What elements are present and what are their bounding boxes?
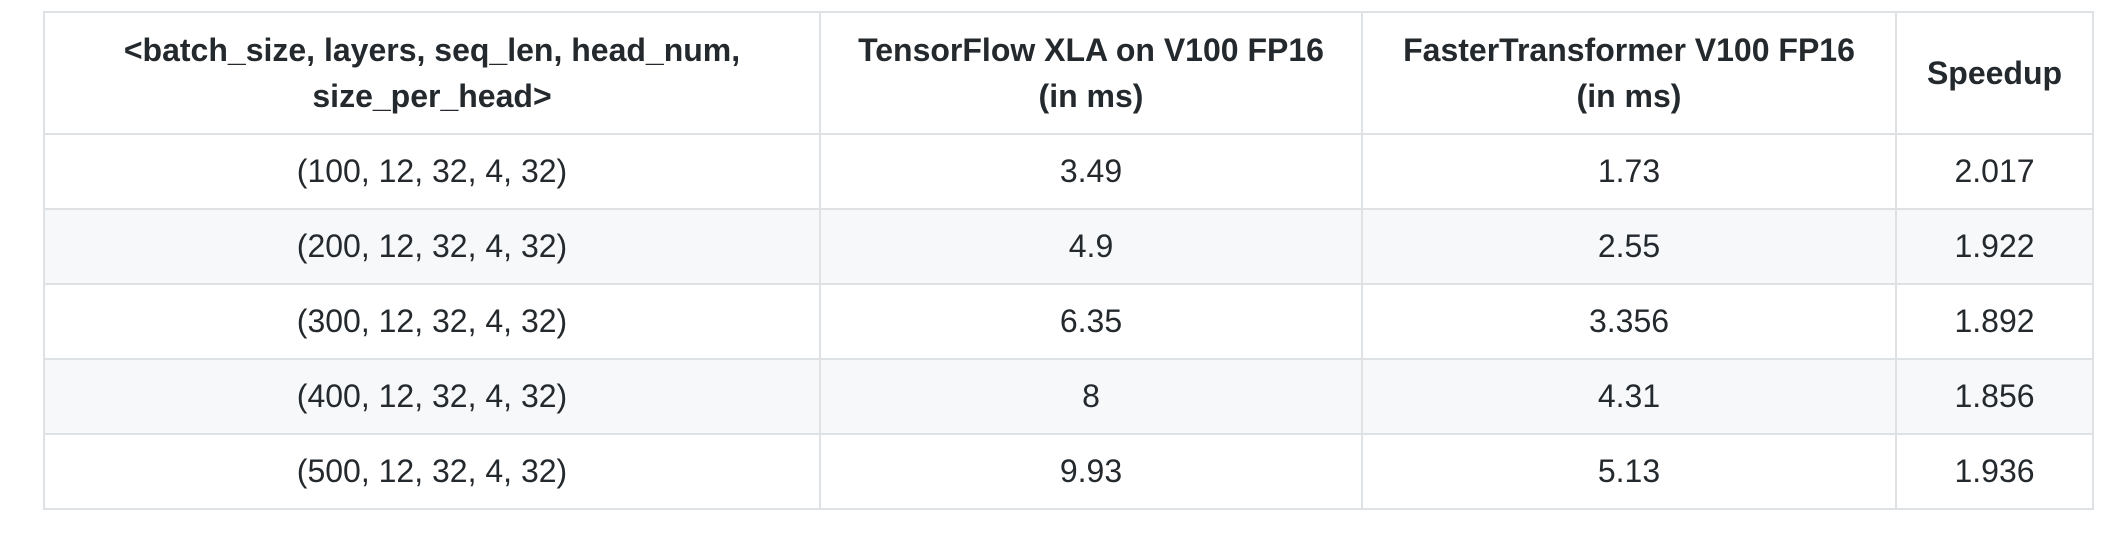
cell-config: (300, 12, 32, 4, 32) — [43, 283, 821, 360]
header-config-line2: size_per_head> — [312, 78, 552, 114]
cell-fastertransformer-ms: 2.55 — [1361, 208, 1897, 285]
header-config: <batch_size, layers, seq_len, head_num, … — [43, 11, 821, 135]
table-body: (100, 12, 32, 4, 32) 3.49 1.73 2.017 (20… — [43, 133, 2094, 510]
header-fastertransformer: FasterTransformer V100 FP16 (in ms) — [1361, 11, 1897, 135]
cell-speedup: 1.936 — [1895, 433, 2094, 510]
benchmark-table: <batch_size, layers, seq_len, head_num, … — [43, 11, 2094, 510]
table-row: (100, 12, 32, 4, 32) 3.49 1.73 2.017 — [43, 133, 2094, 210]
table-row: (300, 12, 32, 4, 32) 6.35 3.356 1.892 — [43, 283, 2094, 360]
table-header: <batch_size, layers, seq_len, head_num, … — [43, 11, 2094, 135]
cell-config: (500, 12, 32, 4, 32) — [43, 433, 821, 510]
cell-config: (100, 12, 32, 4, 32) — [43, 133, 821, 210]
cell-fastertransformer-ms: 3.356 — [1361, 283, 1897, 360]
cell-speedup: 2.017 — [1895, 133, 2094, 210]
cell-speedup: 1.892 — [1895, 283, 2094, 360]
cell-tensorflow-ms: 4.9 — [819, 208, 1363, 285]
header-tensorflow-line1: TensorFlow XLA on V100 FP16 — [858, 32, 1324, 68]
cell-tensorflow-ms: 9.93 — [819, 433, 1363, 510]
header-fastertransformer-line1: FasterTransformer V100 FP16 — [1403, 32, 1855, 68]
header-tensorflow: TensorFlow XLA on V100 FP16 (in ms) — [819, 11, 1363, 135]
header-config-line1: <batch_size, layers, seq_len, head_num, — [123, 32, 741, 68]
cell-speedup: 1.922 — [1895, 208, 2094, 285]
header-row: <batch_size, layers, seq_len, head_num, … — [43, 11, 2094, 135]
table-row: (400, 12, 32, 4, 32) 8 4.31 1.856 — [43, 358, 2094, 435]
header-fastertransformer-line2: (in ms) — [1576, 78, 1682, 114]
cell-config: (400, 12, 32, 4, 32) — [43, 358, 821, 435]
cell-fastertransformer-ms: 5.13 — [1361, 433, 1897, 510]
cell-fastertransformer-ms: 4.31 — [1361, 358, 1897, 435]
cell-tensorflow-ms: 6.35 — [819, 283, 1363, 360]
header-speedup-line1: Speedup — [1926, 55, 2063, 91]
table-row: (200, 12, 32, 4, 32) 4.9 2.55 1.922 — [43, 208, 2094, 285]
cell-config: (200, 12, 32, 4, 32) — [43, 208, 821, 285]
cell-fastertransformer-ms: 1.73 — [1361, 133, 1897, 210]
cell-tensorflow-ms: 3.49 — [819, 133, 1363, 210]
header-speedup: Speedup — [1895, 11, 2094, 135]
table-row: (500, 12, 32, 4, 32) 9.93 5.13 1.936 — [43, 433, 2094, 510]
header-tensorflow-line2: (in ms) — [1038, 78, 1144, 114]
cell-speedup: 1.856 — [1895, 358, 2094, 435]
cell-tensorflow-ms: 8 — [819, 358, 1363, 435]
benchmark-table-container: <batch_size, layers, seq_len, head_num, … — [43, 11, 2094, 510]
